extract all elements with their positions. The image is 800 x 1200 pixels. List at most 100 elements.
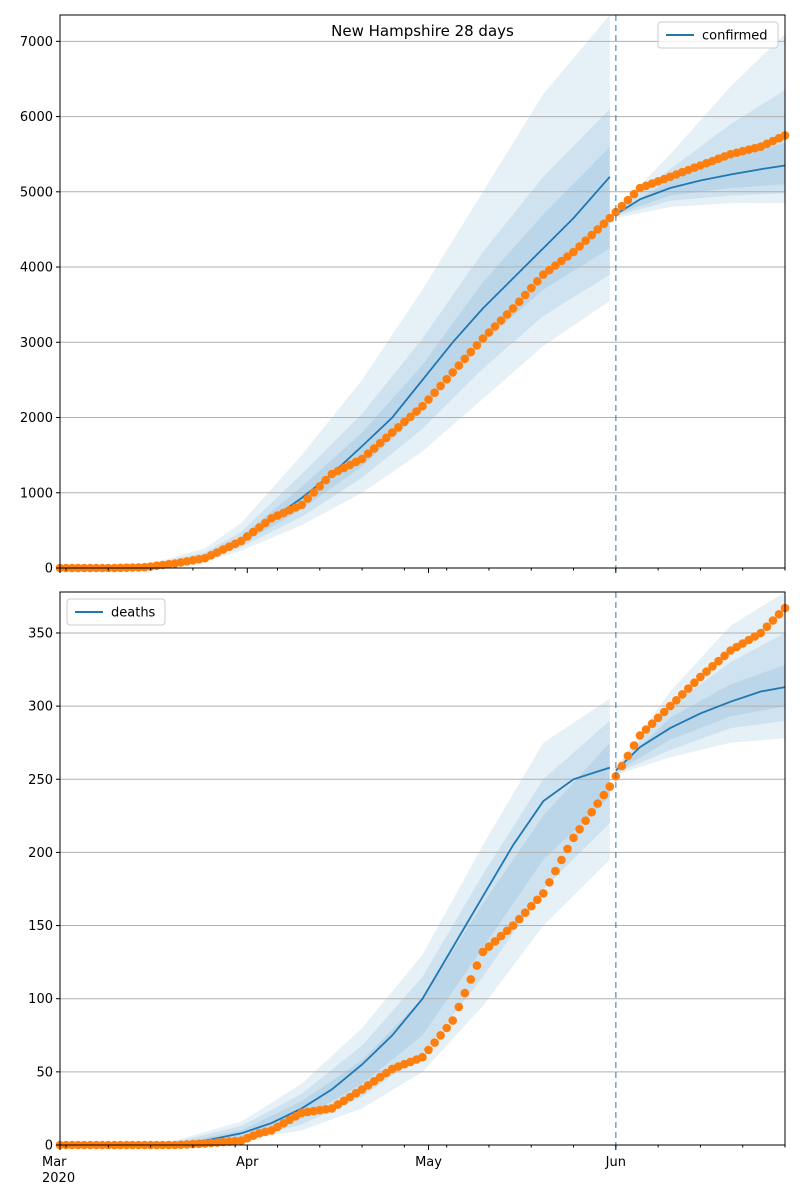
- observed-point: [249, 527, 258, 537]
- y-tick-label: 1000: [20, 486, 53, 501]
- observed-point: [575, 824, 584, 834]
- observed-point: [653, 713, 663, 723]
- observed-point: [400, 417, 409, 427]
- observed-point: [442, 374, 452, 384]
- observed-point: [605, 213, 615, 223]
- observed-point: [557, 256, 566, 266]
- observed-point: [394, 423, 403, 432]
- y-tick-label: 3000: [20, 336, 53, 351]
- y-tick-label: 6000: [20, 110, 53, 125]
- observed-point: [382, 1068, 391, 1078]
- x-tick-label: Apr: [236, 1155, 259, 1170]
- observed-point: [472, 341, 482, 350]
- observed-point: [611, 207, 621, 217]
- legend-box: [66, 598, 166, 626]
- observed-points: [55, 603, 790, 1150]
- observed-point: [375, 1072, 385, 1082]
- observed-point: [617, 761, 627, 771]
- confidence-band: [615, 633, 785, 774]
- observed-point: [357, 1085, 367, 1094]
- observed-point: [539, 270, 548, 279]
- observed-point: [659, 707, 669, 717]
- observed-point: [369, 444, 379, 453]
- observed-point: [708, 662, 717, 671]
- observed-point: [527, 283, 536, 293]
- legend-label: confirmed: [702, 29, 768, 44]
- observed-point: [472, 961, 482, 970]
- chart-title: New Hampshire 28 days: [331, 22, 514, 40]
- confidence-bands: [60, 592, 785, 1145]
- observed-point: [502, 926, 512, 936]
- observed-point: [436, 1031, 445, 1040]
- observed-point: [533, 895, 542, 905]
- confidence-band: [60, 698, 610, 1145]
- observed-point: [756, 628, 766, 638]
- observed-point: [502, 310, 512, 319]
- observed-point: [496, 316, 506, 325]
- observed-point: [460, 354, 470, 364]
- observed-point: [466, 347, 476, 357]
- observed-point: [599, 790, 609, 800]
- observed-point: [466, 975, 476, 984]
- observed-point: [448, 368, 458, 377]
- observed-point: [424, 395, 433, 404]
- gridlines: [60, 40, 785, 494]
- observed-point: [569, 833, 578, 843]
- y-tick-label: 0: [45, 562, 53, 577]
- y-tick-label: 4000: [20, 261, 53, 276]
- observed-point: [412, 407, 421, 416]
- y-tick-label: 100: [28, 992, 53, 1007]
- observed-point: [418, 401, 427, 411]
- x-tick-label: Jun: [605, 1155, 626, 1170]
- series-line-deaths: [615, 686, 786, 772]
- observed-point: [563, 844, 572, 854]
- observed-point: [454, 361, 464, 370]
- x-tick-label: Mar: [42, 1155, 67, 1170]
- observed-point: [575, 242, 584, 251]
- observed-point: [539, 889, 548, 898]
- observed-point: [581, 816, 590, 825]
- observed-point: [593, 799, 602, 808]
- observed-point: [557, 855, 566, 865]
- observed-point: [587, 807, 596, 817]
- observed-point: [297, 500, 307, 510]
- observed-point: [430, 388, 439, 398]
- observed-point: [508, 304, 518, 313]
- axes-frame: [59, 591, 786, 1146]
- observed-point: [599, 219, 609, 229]
- observed-point: [430, 1038, 439, 1047]
- observed-point: [448, 1016, 458, 1025]
- series-line-confirmed: [615, 164, 786, 216]
- observed-point: [188, 1139, 198, 1149]
- confidence-bands: [60, 15, 785, 568]
- observed-point: [714, 656, 723, 666]
- observed-point: [768, 616, 778, 625]
- confidence-band: [615, 592, 785, 775]
- y-tick-label: 50: [36, 1065, 53, 1080]
- observed-point: [641, 725, 651, 734]
- observed-point: [388, 428, 397, 437]
- legend-label: deaths: [111, 606, 156, 621]
- observed-point: [762, 622, 772, 631]
- observed-point: [442, 1023, 452, 1033]
- observed-point: [672, 696, 681, 705]
- observed-point: [237, 536, 246, 546]
- observed-point: [478, 947, 488, 957]
- observed-point: [418, 1052, 427, 1062]
- observed-point: [702, 667, 711, 676]
- legend-box: [657, 21, 779, 49]
- y-tick-label: 5000: [20, 185, 53, 200]
- observed-point: [520, 290, 530, 300]
- y-tick-label: 7000: [20, 35, 53, 50]
- observed-point: [520, 908, 530, 917]
- axes: 0 1000 2000 3000 4000 5000 6000 7000: [20, 14, 786, 577]
- y-tick-label: 150: [28, 919, 53, 934]
- observed-point: [363, 1081, 373, 1090]
- confidence-band: [60, 146, 610, 568]
- observed-point: [375, 438, 385, 448]
- observed-point: [243, 532, 252, 541]
- observed-point: [533, 277, 542, 286]
